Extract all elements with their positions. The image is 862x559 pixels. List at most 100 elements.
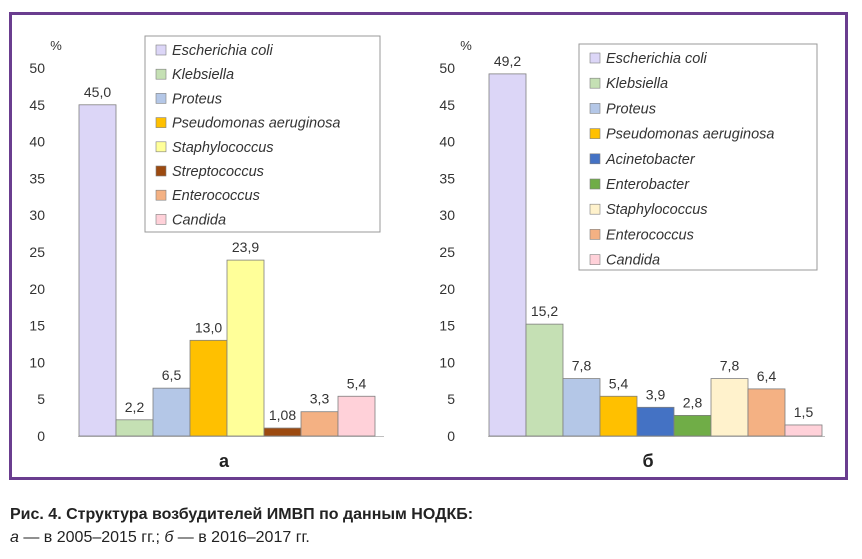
y-tick-label: 15: [29, 318, 45, 334]
legend-box: [578, 43, 818, 271]
legend-entry: Enterococcus: [606, 227, 694, 243]
y-tick-label: 25: [29, 244, 45, 260]
bar: [226, 259, 265, 437]
chart-panel-a: % 0 5 10 15 20 25 30 35 40 45 50 45,0 2,2 6,5 13,0 23,9 1…: [29, 35, 384, 471]
bar-value-label: 45,0: [84, 84, 111, 100]
bar: [263, 427, 302, 437]
y-tick-label: 50: [29, 60, 45, 76]
y-tick-label: 25: [439, 244, 455, 260]
bar: [599, 395, 638, 437]
y-tick-label: 35: [439, 170, 455, 186]
legend-swatch: [155, 189, 167, 201]
legend-entry: Enterobacter: [606, 177, 690, 193]
bar: [562, 378, 601, 437]
bar-value-label: 13,0: [195, 319, 222, 335]
legend-swatch: [589, 178, 601, 190]
y-tick-label: 0: [447, 428, 455, 444]
y-tick-label: 10: [439, 354, 455, 370]
bar: [747, 388, 786, 437]
legend-entry: Enterococcus: [172, 188, 260, 204]
bar-value-label: 49,2: [494, 53, 521, 69]
panel-label: а: [219, 451, 230, 471]
bar: [673, 414, 712, 437]
legend-swatch: [589, 128, 601, 139]
legend-swatch: [155, 214, 167, 225]
chart-panel-b: % 0 5 10 15 20 25 30 35 40 45 50 49,2 15,2 7,8 5,4 3,9 2,…: [439, 38, 825, 471]
y-tick-label: 30: [29, 207, 45, 223]
bar-value-label: 2,2: [125, 399, 145, 415]
legend-swatch: [155, 68, 167, 80]
legend-entry: Klebsiella: [606, 76, 668, 92]
legend-swatch: [589, 103, 601, 114]
bar-value-label: 3,3: [310, 391, 330, 407]
legend-entry: Proteus: [172, 91, 222, 107]
legend-entry: Pseudomonas aeruginosa: [172, 116, 340, 132]
y-tick-label: 45: [29, 97, 45, 113]
legend-entry: Staphylococcus: [172, 140, 274, 156]
bar-value-label: 1,5: [794, 404, 814, 420]
legend-swatch: [589, 52, 601, 64]
figure-caption: Рис. 4. Структура возбудителей ИМВП по д…: [10, 503, 850, 549]
y-tick-label: 20: [29, 281, 45, 297]
legend-entry: Klebsiella: [172, 67, 234, 83]
caption-letter-a: а: [10, 529, 19, 546]
bar-value-label: 5,4: [609, 375, 629, 391]
bar: [710, 378, 749, 437]
bar: [152, 387, 191, 437]
legend-swatch: [589, 153, 601, 165]
y-tick-label: 40: [439, 134, 455, 150]
caption-text-a: — в 2005–2015 гг.;: [18, 529, 165, 546]
bar: [488, 73, 527, 437]
y-tick-label: 35: [29, 170, 45, 186]
caption-title: Рис. 4. Структура возбудителей ИМВП по д…: [10, 506, 474, 523]
bar-value-label: 5,4: [347, 375, 367, 391]
bar-value-label: 6,5: [162, 367, 182, 383]
bar-value-label: 6,4: [757, 368, 777, 384]
y-tick-label: 15: [439, 318, 455, 334]
y-tick-label: 30: [439, 207, 455, 223]
y-tick-label: 40: [29, 134, 45, 150]
y-tick-label: 0: [37, 428, 45, 444]
y-axis-unit-label: %: [460, 38, 472, 53]
bar: [189, 339, 228, 437]
y-tick-label: 5: [447, 391, 455, 407]
bar: [525, 323, 564, 437]
bar-value-label: 23,9: [232, 239, 259, 255]
bar: [115, 419, 154, 437]
bar-value-label: 7,8: [720, 358, 740, 374]
legend-box: [144, 35, 381, 233]
bar: [337, 395, 376, 437]
y-tick-label: 20: [439, 281, 455, 297]
bar-value-label: 2,8: [683, 394, 703, 410]
y-tick-label: 5: [37, 391, 45, 407]
legend-swatch: [589, 203, 601, 215]
bar-value-label: 7,8: [572, 358, 592, 374]
bar-value-label: 15,2: [531, 303, 558, 319]
legend-swatch: [155, 165, 167, 177]
legend-swatch: [155, 93, 167, 104]
bar: [636, 406, 675, 437]
legend-entry: Proteus: [606, 101, 656, 117]
legend-entry: Escherichia coli: [606, 51, 708, 67]
figure-frame: % 0 5 10 15 20 25 30 35 40 45 50 45,0 2,2 6,5 13,0 23,9 1…: [9, 12, 848, 480]
panel-label: б: [642, 451, 653, 471]
y-tick-label: 10: [29, 354, 45, 370]
bar: [78, 104, 117, 437]
legend-entry: Staphylococcus: [606, 202, 708, 218]
legend-entry: Pseudomonas aeruginosa: [606, 127, 774, 143]
legend-swatch: [589, 77, 601, 89]
legend-swatch: [155, 44, 167, 56]
y-tick-label: 50: [439, 60, 455, 76]
bar: [300, 411, 339, 437]
legend-swatch: [589, 229, 601, 240]
legend-entry: Streptococcus: [172, 164, 264, 180]
bar-value-label: 3,9: [646, 386, 666, 402]
y-tick-label: 45: [439, 97, 455, 113]
legend-entry: Acinetobacter: [605, 152, 696, 168]
caption-text-b: — в 2016–2017 гг.: [173, 529, 310, 546]
legend-entry: Escherichia coli: [172, 43, 274, 59]
legend-swatch: [589, 254, 601, 265]
bar: [784, 424, 823, 437]
legend-swatch: [155, 117, 167, 128]
bar-value-label: 1,08: [269, 407, 296, 423]
